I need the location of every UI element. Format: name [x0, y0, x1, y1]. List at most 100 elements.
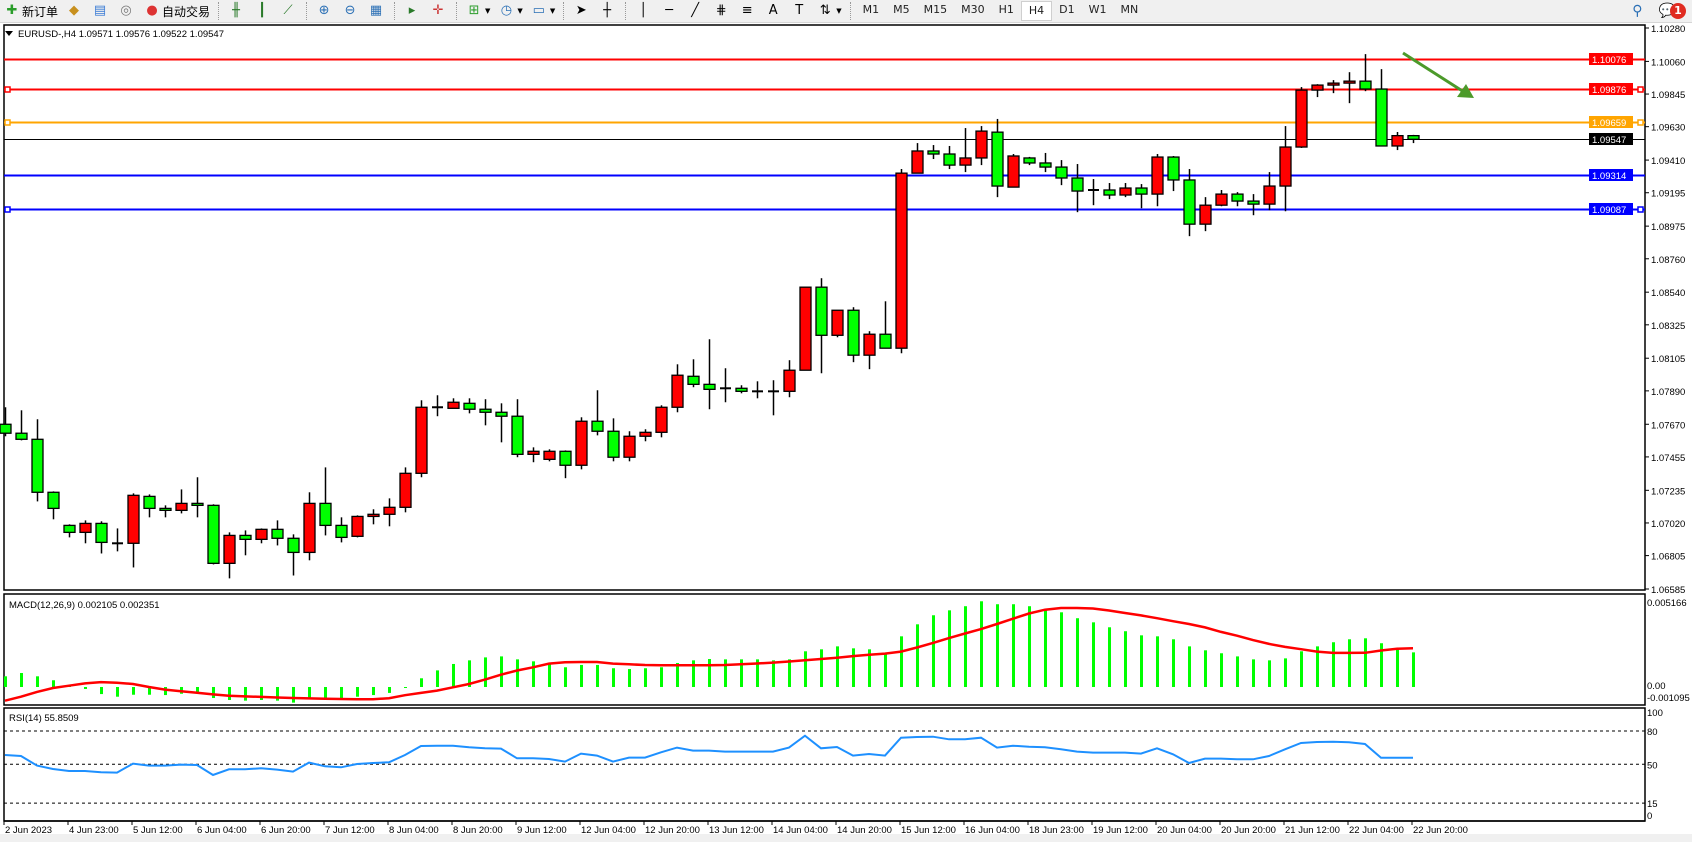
macd-histogram-bar	[1044, 609, 1047, 687]
timeframe-m15[interactable]: M15	[923, 3, 948, 16]
time-tick-label: 18 Jun 23:00	[1029, 825, 1084, 836]
candle-body	[847, 309, 860, 356]
vertical-line-button[interactable]: │	[631, 1, 657, 21]
candles	[0, 54, 1420, 579]
time-tick-label: 14 Jun 04:00	[773, 825, 828, 836]
fibonacci-icon: ⋕	[715, 3, 727, 18]
price-tick-label: 1.08975	[1651, 222, 1685, 233]
candlestick-button[interactable]: ┃	[250, 1, 276, 21]
candle	[1023, 156, 1036, 166]
line-handle	[4, 86, 11, 93]
candle-body	[1343, 80, 1356, 84]
candle-body	[463, 402, 476, 410]
price-tick-label: 1.07235	[1651, 486, 1685, 497]
text-button[interactable]: A	[761, 1, 787, 21]
candle-body	[31, 438, 44, 493]
macd-histogram-bar	[500, 656, 503, 687]
zoom-in-button[interactable]: ⊕	[312, 1, 338, 21]
macd-histogram-bar	[1348, 639, 1351, 687]
horizontal-line-icon: ─	[665, 3, 674, 18]
text-label-button[interactable]: T	[787, 1, 813, 21]
macd-histogram-bar	[804, 651, 807, 687]
timeframe-m5[interactable]: M5	[893, 3, 910, 16]
collapse-triangle-icon[interactable]	[5, 31, 13, 36]
price-line-label: 1.10076	[1592, 55, 1626, 66]
zoom-in-icon: ⊕	[318, 3, 330, 18]
macd-histogram-bar	[356, 687, 359, 697]
price-tick-label: 1.09410	[1651, 156, 1685, 167]
periods-button[interactable]: ◷ ▼	[494, 1, 526, 21]
price-line-label: 1.09547	[1592, 135, 1626, 146]
macd-histogram-bar	[1092, 622, 1095, 687]
candle-body	[239, 534, 252, 541]
separator	[849, 2, 852, 20]
zoom-out-button[interactable]: ⊖	[338, 1, 364, 21]
macd-histogram-bar	[276, 687, 279, 701]
candle-body	[1407, 134, 1420, 140]
candle	[1263, 172, 1276, 211]
candle	[1231, 192, 1244, 207]
rsi-pane	[4, 730, 1645, 804]
separator	[218, 2, 220, 20]
terminal-button[interactable]: ▤	[88, 1, 114, 21]
signals-button[interactable]: ◎	[114, 1, 140, 21]
candle	[607, 418, 620, 462]
fibonacci-button[interactable]: ⋕	[709, 1, 735, 21]
macd-histogram-bar	[404, 687, 407, 688]
timeframe-m1[interactable]: M1	[862, 3, 880, 16]
cursor-button[interactable]: ➤	[569, 1, 595, 21]
candle	[1391, 132, 1404, 151]
horizontal-line-button[interactable]: ─	[657, 1, 683, 21]
candle	[399, 467, 412, 513]
trend-arrow[interactable]	[1402, 51, 1474, 98]
candle	[303, 492, 316, 561]
arrows-button[interactable]: ⇅ ▼	[813, 1, 845, 21]
time-tick-label: 22 Jun 20:00	[1413, 825, 1468, 836]
macd-histogram-bar	[452, 663, 455, 687]
candle-body	[191, 502, 204, 506]
candle	[911, 143, 924, 174]
trendline-button[interactable]: ╱	[683, 1, 709, 21]
candle-body	[799, 286, 812, 371]
bar-chart-button[interactable]: ╫	[224, 1, 250, 21]
price-line-label-box	[1589, 169, 1633, 181]
notifications-button[interactable]: 💬 1	[1659, 3, 1686, 19]
candle-body	[495, 411, 508, 417]
timeframe-mn[interactable]: MN	[1120, 3, 1139, 16]
candle-body	[15, 432, 28, 440]
chart-shift-button[interactable]: ▸	[400, 1, 426, 21]
timeframe-d1[interactable]: D1	[1059, 3, 1075, 16]
search-icon[interactable]: ⚲	[1632, 3, 1643, 19]
crosshair-button[interactable]: ┼	[595, 1, 621, 21]
separator	[456, 2, 458, 20]
navigator-button[interactable]: ◆	[62, 1, 88, 21]
tile-windows-button[interactable]: ▦	[364, 1, 390, 21]
indicators-button[interactable]: ⊞ ▼	[462, 1, 494, 21]
new-order-button[interactable]: ✚ 新订单	[0, 1, 62, 21]
dropdown-arrow-icon: ▼	[485, 7, 491, 15]
line-chart-button[interactable]: ⟋	[276, 1, 302, 21]
new-order-label: 新订单	[22, 4, 59, 19]
candle	[623, 431, 636, 462]
fibo-fan-button[interactable]: ≡	[735, 1, 761, 21]
auto-trading-button[interactable]: ● 自动交易	[140, 1, 214, 21]
candle	[1088, 179, 1099, 206]
separator	[394, 2, 396, 20]
candle	[511, 399, 524, 458]
candle	[671, 364, 684, 413]
price-tick-label: 1.10280	[1651, 24, 1685, 35]
price-tick-label: 1.08760	[1651, 255, 1685, 266]
macd-histogram-bar	[164, 687, 167, 696]
templates-button[interactable]: ▭ ▼	[527, 1, 559, 21]
candle	[879, 301, 892, 349]
timeframe-h1[interactable]: H1	[998, 3, 1014, 16]
timeframe-m30[interactable]: M30	[961, 3, 985, 16]
macd-histogram-bar	[52, 680, 55, 687]
text-label-icon: T	[795, 3, 804, 18]
timeframe-h4[interactable]: H4	[1020, 1, 1053, 21]
autoscroll-button[interactable]: ✛	[426, 1, 452, 21]
timeframe-w1[interactable]: W1	[1088, 3, 1107, 16]
candle	[287, 534, 300, 576]
candle	[15, 410, 28, 441]
